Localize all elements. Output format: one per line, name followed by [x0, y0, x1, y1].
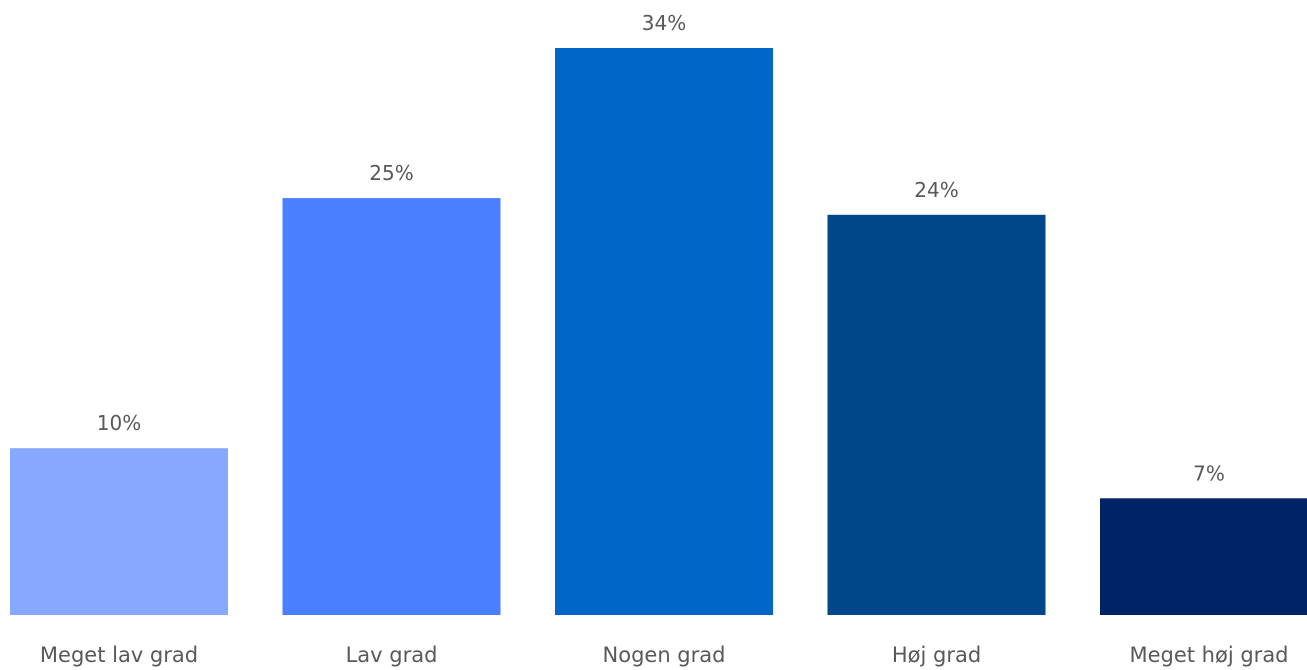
- category-labels-layer: Meget lav grad Lav grad Nogen grad Høj grad…: [40, 643, 1289, 667]
- bar-1: [10, 448, 228, 615]
- bar-3: [555, 48, 773, 615]
- bar-2: [282, 198, 501, 615]
- data-label-3: 34%: [642, 11, 686, 35]
- value-labels-layer: 10% 25% 34% 24% 7%: [97, 11, 1225, 485]
- data-label-2: 25%: [369, 161, 413, 185]
- category-label-2: Lav grad: [346, 643, 438, 667]
- category-label-5: Meget høj grad: [1129, 643, 1288, 667]
- bars-layer: [10, 48, 1307, 616]
- data-label-4: 24%: [914, 178, 958, 202]
- data-label-1: 10%: [97, 411, 141, 435]
- category-label-3: Nogen grad: [603, 643, 726, 667]
- data-label-5: 7%: [1193, 461, 1225, 485]
- category-label-1: Meget lav grad: [40, 643, 198, 667]
- bar-4: [827, 214, 1046, 616]
- bar-5: [1100, 498, 1307, 615]
- category-label-4: Høj grad: [892, 643, 981, 667]
